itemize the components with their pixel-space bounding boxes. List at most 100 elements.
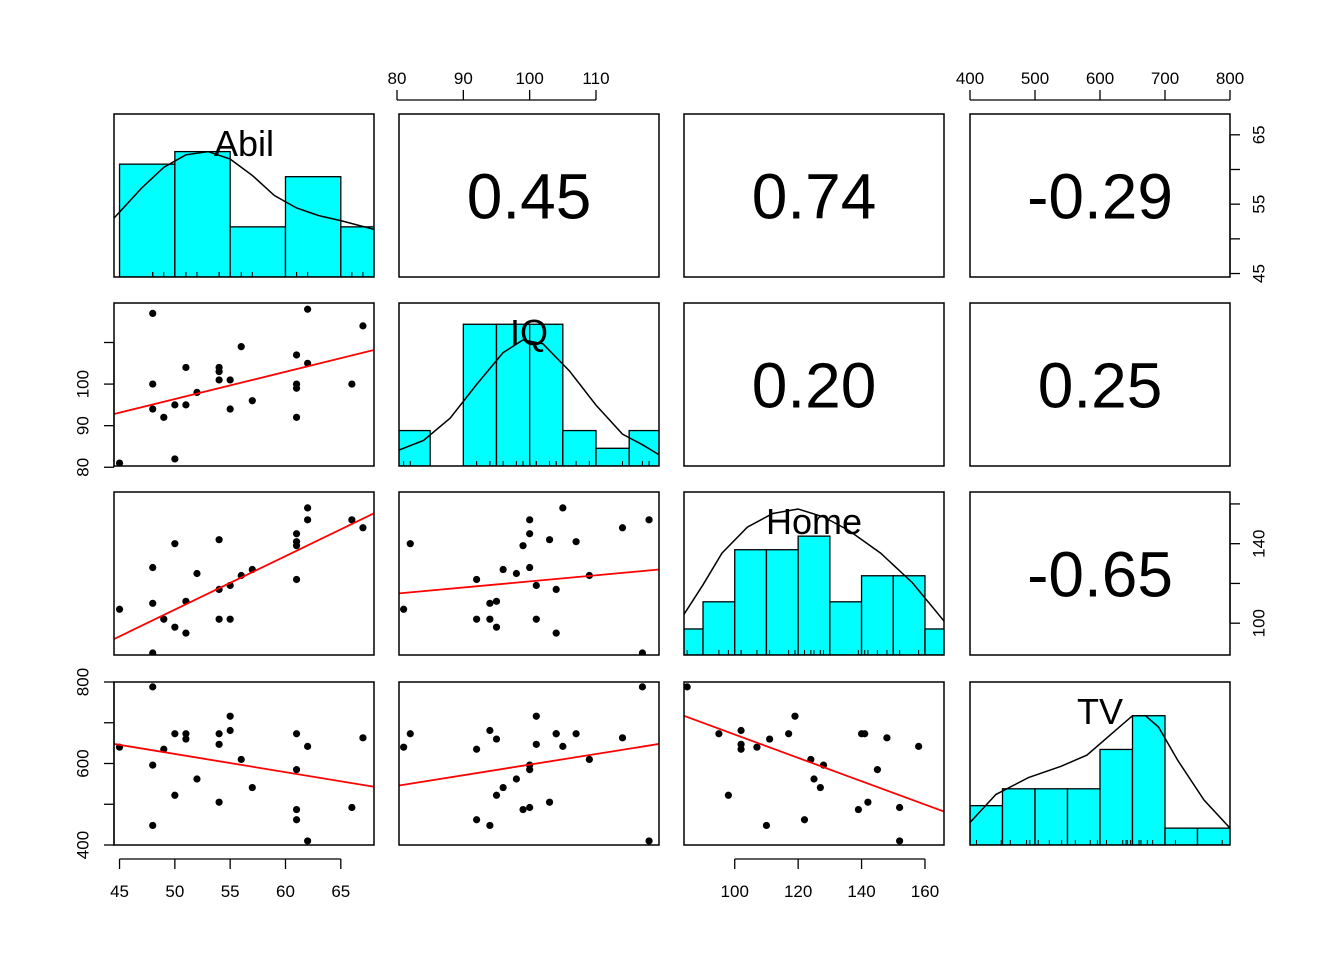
histogram-bar: [1001, 788, 1036, 845]
data-point: [237, 343, 245, 351]
data-point: [400, 743, 408, 751]
data-point: [519, 805, 527, 814]
tick-label: 100: [73, 370, 92, 398]
correlation-home-tv: -0.65: [1027, 539, 1173, 611]
data-point: [171, 730, 179, 738]
data-point: [149, 821, 157, 830]
data-point: [645, 516, 653, 524]
tick-label: 600: [1086, 69, 1114, 88]
data-point: [304, 742, 312, 750]
data-point: [348, 380, 356, 388]
data-point: [737, 740, 745, 748]
data-point: [292, 805, 301, 814]
data-point: [215, 615, 223, 623]
data-point: [171, 623, 179, 631]
top-axis-tv: 400 500 600 700 800: [956, 69, 1244, 101]
density-curve: [399, 339, 659, 456]
tick-label: 55: [1249, 195, 1268, 214]
histogram-bar: [628, 429, 659, 466]
data-point: [545, 536, 554, 544]
data-point: [545, 798, 554, 806]
panel-frame-0-2: [683, 113, 945, 278]
data-point: [492, 791, 501, 799]
data-point: [873, 766, 882, 774]
density-curve: [114, 150, 374, 231]
data-point: [618, 524, 627, 532]
data-point: [896, 837, 904, 845]
data-point: [486, 615, 494, 623]
histogram-tv: [970, 714, 1230, 845]
data-point: [724, 791, 732, 799]
histogram-bar: [1131, 715, 1166, 845]
scatter-iq-vs-abil: [114, 305, 374, 466]
data-point: [171, 401, 179, 409]
data-point: [171, 455, 179, 463]
data-point: [800, 816, 809, 824]
tick-label: 140: [847, 882, 875, 901]
data-point: [766, 735, 774, 743]
panel-frame-0-1: [398, 113, 660, 278]
tick-label: 45: [110, 882, 129, 901]
data-point: [226, 726, 234, 735]
panel-frame-2-2: [683, 491, 945, 656]
data-point: [237, 755, 245, 764]
data-point: [559, 742, 567, 750]
data-point: [149, 599, 157, 607]
data-point: [115, 605, 124, 613]
histogram-bar: [340, 226, 374, 277]
scatter-tv-vs-abil: [114, 683, 374, 845]
tick-label: 50: [165, 882, 184, 901]
data-point: [406, 730, 414, 738]
data-point: [896, 803, 904, 812]
histogram-bar: [860, 575, 894, 655]
data-point: [215, 740, 223, 748]
variable-name-iq: IQ: [510, 312, 548, 353]
regression-line: [399, 743, 659, 787]
right-axis-abil: 45 55 65: [1229, 125, 1268, 283]
histogram-bar: [970, 805, 1004, 845]
histogram-bar: [118, 163, 176, 277]
correlation-abil-home: 0.74: [752, 161, 877, 233]
data-point: [791, 712, 799, 720]
data-point: [292, 730, 301, 738]
panel-frame-3-3: [969, 681, 1231, 846]
tick-label: 700: [1151, 69, 1179, 88]
tick-label: 55: [221, 882, 240, 901]
panel-frame-0-0: [113, 113, 375, 278]
left-axis-tv: 400 600 800: [73, 668, 115, 859]
histogram-bar: [797, 535, 831, 655]
data-point: [645, 837, 653, 845]
data-point: [638, 649, 647, 655]
data-point: [215, 536, 223, 544]
data-point: [532, 615, 540, 623]
panel-frame-2-1: [398, 491, 660, 656]
variable-name-home: Home: [766, 501, 862, 542]
data-point: [486, 599, 494, 607]
histogram-bar: [1099, 748, 1134, 845]
panel-frame-3-2: [683, 681, 945, 846]
data-point: [193, 775, 201, 783]
histogram-bar: [702, 601, 736, 655]
data-point: [292, 530, 301, 538]
tick-label: 80: [73, 458, 92, 477]
panel-frame-2-0: [113, 491, 375, 656]
data-point: [519, 542, 527, 550]
histogram-bar: [229, 226, 287, 277]
correlation-iq-home: 0.20: [752, 350, 877, 422]
regression-line: [399, 568, 659, 595]
data-point: [684, 683, 691, 691]
correlation-abil-iq: 0.45: [467, 161, 592, 233]
tick-label: 90: [454, 69, 473, 88]
tick-label: 800: [73, 668, 92, 696]
data-point: [572, 538, 580, 546]
tick-label: 140: [1249, 529, 1268, 557]
right-axis-home: 100 140: [1229, 503, 1268, 637]
data-point: [149, 649, 157, 655]
tick-label: 100: [721, 882, 749, 901]
variable-name-tv: TV: [1077, 691, 1123, 732]
tick-label: 160: [911, 882, 939, 901]
histogram-bar: [924, 628, 944, 655]
histogram-bar: [1034, 788, 1069, 845]
histogram-bar: [765, 549, 799, 655]
tick-label: 100: [515, 69, 543, 88]
